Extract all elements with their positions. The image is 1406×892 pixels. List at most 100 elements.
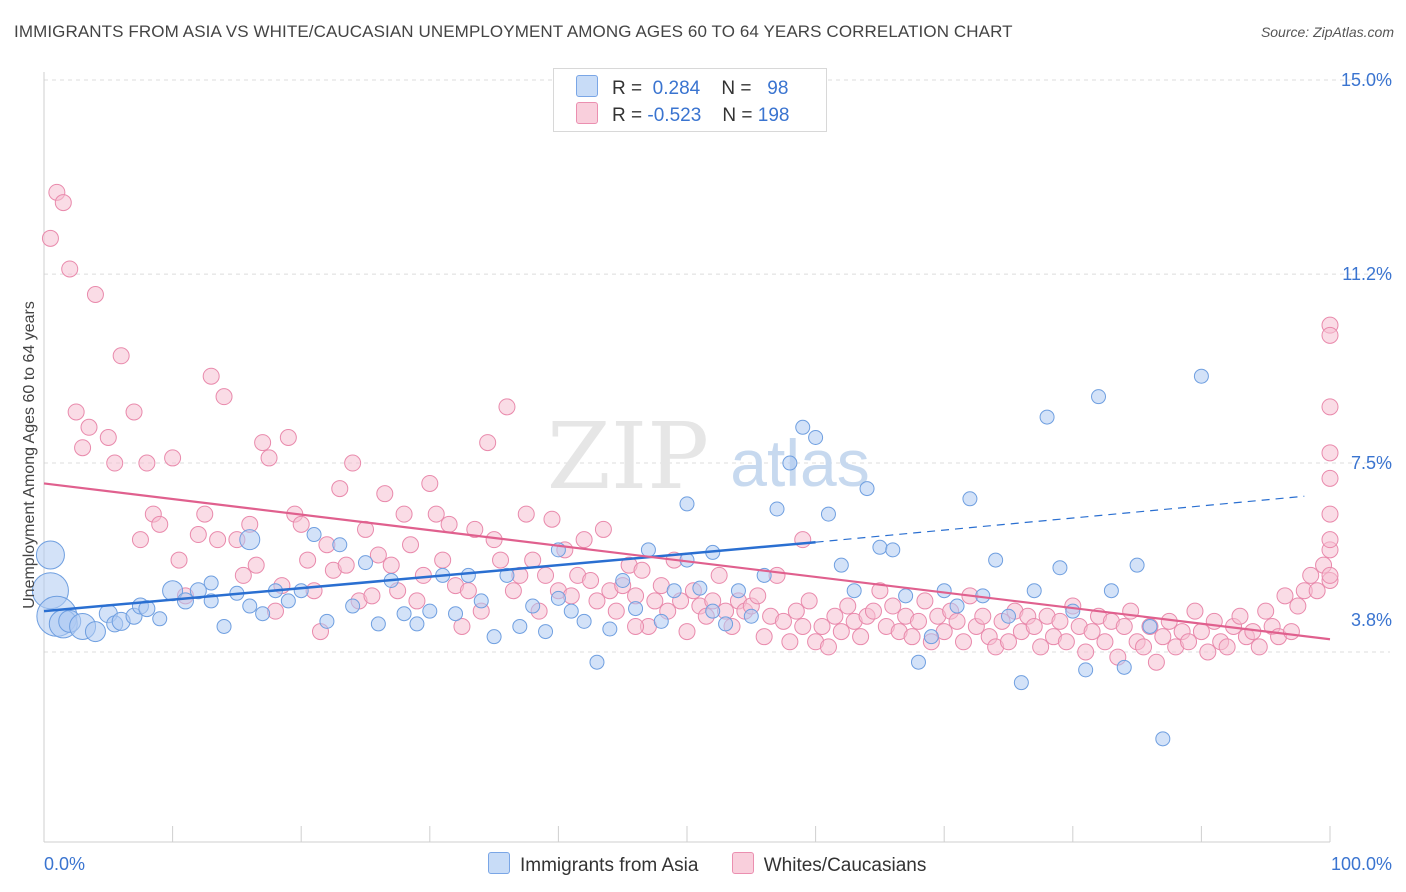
asia-point: [1065, 603, 1081, 619]
series-legend: Immigrants from Asia Whites/Caucasians: [488, 852, 954, 877]
whites-point: [819, 638, 837, 656]
source-label: Source: ZipAtlas.com: [1260, 24, 1394, 40]
asia-point: [743, 608, 759, 624]
whites-point: [414, 566, 432, 584]
whites-point: [170, 551, 188, 569]
axes: [43, 72, 1331, 843]
whites-point: [633, 561, 651, 579]
asia-point: [189, 582, 207, 600]
asia-point: [460, 567, 476, 583]
whites-point: [421, 474, 439, 492]
asia-point: [1078, 662, 1094, 678]
whites-point: [67, 403, 85, 421]
whites-point: [1147, 653, 1165, 671]
asia-point: [293, 583, 309, 599]
whites-point: [382, 556, 400, 574]
asia-point: [396, 606, 412, 622]
x-tick-label: 100.0%: [1331, 854, 1392, 874]
asia-point: [795, 419, 811, 435]
whites-point: [1218, 638, 1236, 656]
whites-point: [646, 592, 664, 610]
asia-point: [499, 567, 515, 583]
asia-point: [1013, 675, 1029, 691]
asia-point: [203, 575, 219, 591]
legend-r-label: R =: [612, 78, 643, 99]
asia-point: [576, 613, 592, 629]
whites-point: [627, 617, 645, 635]
whites-point: [164, 449, 182, 467]
asia-point: [859, 481, 875, 497]
asia-point: [1129, 557, 1145, 573]
whites-point: [1321, 531, 1339, 549]
asia-point: [1193, 368, 1209, 384]
whites-point: [794, 531, 812, 549]
whites-point: [498, 398, 516, 416]
whites-point: [852, 628, 870, 646]
whites-point: [517, 505, 535, 523]
whites-point: [575, 531, 593, 549]
asia-point: [820, 506, 836, 522]
asia-point: [653, 613, 669, 629]
legend-r-value: -0.523: [647, 105, 702, 126]
whites-point: [479, 434, 497, 452]
whites-point: [1250, 638, 1268, 656]
asia-point: [705, 603, 721, 619]
legend-item-asia[interactable]: Immigrants from Asia: [488, 852, 698, 877]
whites-point: [254, 434, 272, 452]
whites-point: [504, 582, 522, 600]
whites-point: [408, 592, 426, 610]
whites-point: [1321, 566, 1339, 584]
asia-point: [923, 629, 939, 645]
asia-point: [239, 529, 261, 551]
asia-point: [216, 618, 232, 634]
whites-point: [106, 454, 124, 472]
whites-point: [864, 602, 882, 620]
whites-point: [440, 515, 458, 533]
whites-point: [99, 429, 117, 446]
correlation-legend: R = 0.284 N = 98 R = -0.523 N = 198: [553, 68, 827, 132]
asia-point: [345, 598, 361, 614]
whites-point: [1186, 602, 1204, 620]
asia-point: [332, 537, 348, 553]
legend-swatch-blue: [576, 75, 598, 97]
asia-point: [1001, 608, 1016, 624]
whites-point: [974, 607, 992, 625]
whites-point: [1321, 444, 1339, 462]
asia-point: [962, 491, 978, 507]
whites-point: [1192, 623, 1210, 641]
whites-point: [1115, 617, 1133, 635]
legend-label-whites: Whites/Caucasians: [763, 855, 927, 876]
whites-point: [1051, 612, 1069, 630]
whites-point: [884, 597, 902, 615]
whites-point: [80, 418, 98, 436]
whites-point: [1231, 607, 1249, 625]
whites-point: [337, 556, 355, 574]
legend-row-asia: R = 0.284 N = 98: [576, 75, 788, 99]
asia-trend-extension: [815, 495, 1305, 543]
watermark: ZIP atlas: [547, 403, 870, 510]
whites-point: [1180, 633, 1198, 651]
asia-point: [538, 624, 554, 640]
legend-item-whites[interactable]: Whites/Caucasians: [731, 852, 927, 877]
y-tick-label: 7.5%: [1351, 453, 1392, 473]
asia-point: [872, 539, 888, 555]
whites-point: [787, 602, 805, 620]
legend-swatch-pink: [576, 102, 598, 124]
asia-point: [306, 527, 322, 543]
y-tick-label: 3.8%: [1351, 610, 1392, 630]
asia-point: [602, 621, 618, 637]
whites-point: [1308, 582, 1326, 600]
asia-point: [833, 557, 849, 573]
whites-point: [1154, 628, 1172, 646]
asia-point: [525, 598, 541, 614]
whites-point: [1000, 633, 1017, 651]
whites-point: [453, 617, 471, 635]
asia-point: [486, 629, 502, 645]
whites-point: [903, 628, 921, 646]
whites-point: [813, 617, 831, 635]
y-tick-label: 11.2%: [1342, 264, 1392, 284]
whites-point: [1025, 617, 1043, 635]
whites-point: [363, 587, 381, 605]
asia-point: [615, 573, 631, 588]
